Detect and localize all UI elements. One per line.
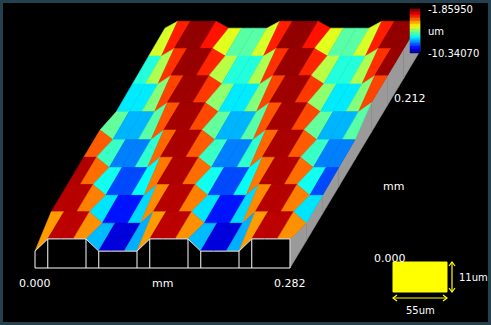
svg-text:mm: mm bbox=[152, 277, 173, 290]
svg-text:0.000: 0.000 bbox=[19, 277, 51, 290]
svg-text:-10.34070: -10.34070 bbox=[428, 48, 479, 59]
svg-text:-1.85950: -1.85950 bbox=[428, 4, 473, 15]
svg-text:0.282: 0.282 bbox=[274, 277, 306, 290]
svg-text:11um: 11um bbox=[459, 272, 488, 283]
svg-text:mm: mm bbox=[383, 180, 404, 193]
svg-text:0.212: 0.212 bbox=[394, 92, 426, 105]
svg-text:0.000: 0.000 bbox=[374, 252, 406, 265]
svg-text:55um: 55um bbox=[406, 305, 435, 316]
svg-text:um: um bbox=[428, 26, 444, 37]
